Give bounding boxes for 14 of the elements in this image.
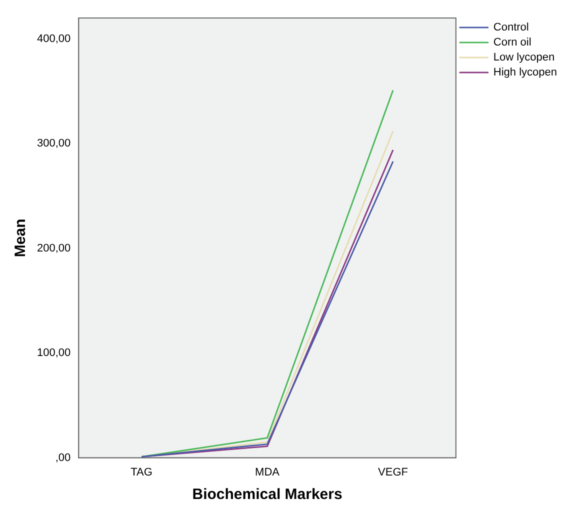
legend-label: Corn oil <box>493 36 532 49</box>
x-tick-label: MDA <box>255 466 280 478</box>
x-tick-label: TAG <box>130 466 152 478</box>
y-tick-label: 200,00 <box>36 242 71 254</box>
x-tick-label: VEGF <box>378 466 408 478</box>
legend-label: Control <box>493 22 529 34</box>
x-axis-title: Biochemical Markers <box>192 486 342 504</box>
legend-label: Low lycopen <box>493 52 555 64</box>
y-tick-label: ,00 <box>55 452 71 464</box>
y-tick-label: 400,00 <box>36 32 71 45</box>
legend-label: High lycopen <box>493 66 557 79</box>
y-tick-label: 100,00 <box>36 347 71 360</box>
y-tick-label: 300,00 <box>36 138 71 150</box>
y-axis-title: Mean <box>12 218 30 258</box>
